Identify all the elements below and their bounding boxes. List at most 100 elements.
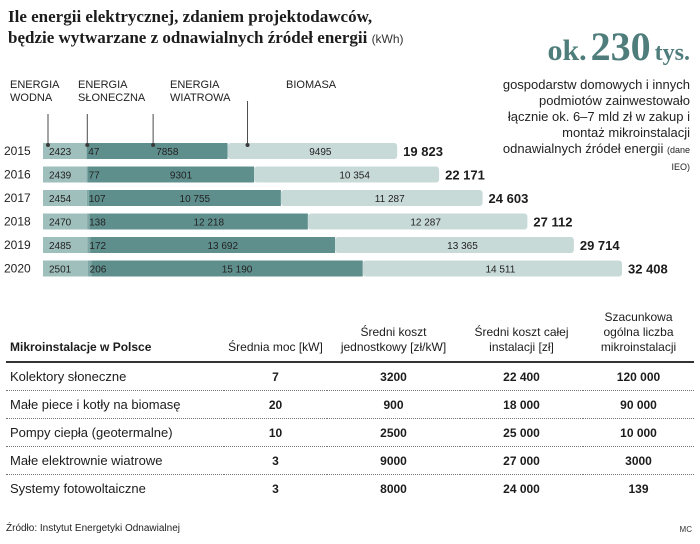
total-label-2015: 19 823 [403,144,443,159]
legend-label-energia-słoneczna: ENERGIA [78,79,128,91]
value-label-sloneczna: 107 [89,194,106,205]
value-label-wiatrowa: 9301 [170,171,193,182]
side-note-body: gospodarstw domowych i innych podmiotów … [502,77,690,156]
value-label-biomasa: 12 287 [410,218,441,229]
value-label-wodna: 2485 [49,241,72,252]
bar-segment-energia-wiatrowa [87,143,228,159]
table-header-row: Mikroinstalacje w Polsce Średnia moc [kW… [6,308,694,363]
side-note-number: ok. 230 tys. [500,27,690,75]
value-label-biomasa: 14 511 [485,265,515,276]
legend-label-energia-wiatrowa: ENERGIA [170,79,220,91]
table-cell: 3000 [583,446,694,475]
author-credit: MC [679,525,692,534]
table-header-count: Szacunkowa ogólna liczba mikroinstalacji [583,308,694,363]
bar-segment-energia-słoneczna [86,166,89,183]
bar-segment-energia-wodna [43,143,87,159]
value-label-wodna: 2454 [49,194,72,205]
bar-segment-energia-wiatrowa [87,166,255,183]
table-cell: 90 000 [583,390,694,419]
total-label-2017: 24 603 [489,191,529,206]
bar-segment-energia-wodna [43,213,88,230]
table-cell: Kolektory słoneczne [6,362,224,391]
legend-leader-dot [46,143,50,147]
value-label-wodna: 2501 [49,265,72,276]
table-cell: 20 [224,390,327,419]
table-cell: 2500 [327,418,460,447]
table-cell: 120 000 [583,362,694,391]
year-label-2019: 2019 [4,238,31,252]
table-row: Systemy fotowoltaiczne 3 8000 24 000 139 [6,475,694,503]
year-label-2017: 2017 [4,191,31,205]
bar-segment-energia-wodna [43,166,87,183]
table-header-power: Średnia moc [kW] [224,308,327,363]
bar-segment-biomasa [227,143,398,159]
bar-segment-energia-słoneczna [86,143,88,159]
value-label-sloneczna: 47 [88,147,100,158]
legend-leader-dot [151,143,156,147]
value-label-biomasa: 13 365 [447,241,478,252]
legend-label-energia-słoneczna: SŁONECZNA [78,92,146,104]
value-label-wiatrowa: 12 218 [193,218,224,229]
total-label-2016: 22 171 [445,168,485,183]
value-label-biomasa: 11 287 [375,194,405,205]
table-cell: 7 [224,362,327,391]
table-cell: 3 [224,446,327,475]
table-row: Pompy ciepła (geotermalne) 10 2500 25 00… [6,418,694,447]
table-row: Małe piece i kotły na biomasę 20 900 18 … [6,390,694,419]
value-label-wiatrowa: 15 190 [222,265,253,276]
bar-segment-biomasa [335,237,574,253]
chart-title-line2: będzie wytwarzane z odnawialnych źródeł … [8,28,368,47]
table-cell: 10 [224,418,327,447]
table-cell: 3 [272,481,279,496]
chart-unit: (kWh) [371,32,404,46]
table-row: Małe elektrownie wiatrowe 3 9000 27 000 … [6,446,694,475]
table-cell: 8000 [380,481,407,496]
bar-segment-energia-wiatrowa [89,213,308,230]
table-cell: 900 [327,390,460,419]
table-cell: 139 [628,481,649,496]
value-label-biomasa: 10 354 [339,171,370,182]
side-note-text: gospodarstw domowych i innych podmiotów … [500,77,690,175]
legend-leader-dot [245,143,250,147]
stacked-bar-chart: 2015 2423 47 7858 9495 19 823 2016 2439 77 9301 10… [4,79,668,277]
table-cell: 18 000 [460,390,583,419]
table-cell: 24 000 [503,481,540,496]
bar-segment-biomasa [280,190,483,206]
bar-segment-biomasa [254,166,440,183]
year-label-2018: 2018 [4,215,31,229]
value-label-biomasa: 9495 [309,147,332,158]
legend-label-energia-wiatrowa: WIATROWA [170,92,231,104]
side-note-source: (dane IEO) [666,145,690,172]
total-label-2019: 29 714 [580,238,621,253]
table-cell: 10 000 [583,418,694,447]
legend-leader-dot [85,143,90,147]
year-label-2015: 2015 [4,144,31,158]
table-header-unit-cost: Średni koszt jednostkowy [zł/kW] [327,308,460,363]
value-label-wodna: 2423 [49,147,72,158]
side-note-suffix: tys. [654,40,690,66]
legend-label-energia-wodna: WODNA [10,92,53,104]
bar-segment-energia-wiatrowa [91,260,363,277]
value-label-sloneczna: 206 [90,265,107,276]
side-note-prefix: ok. [547,34,587,67]
table-cell: 3200 [327,362,460,391]
value-label-sloneczna: 77 [89,171,101,182]
side-note: ok. 230 tys. gospodarstw domowych i inny… [500,27,690,175]
bar-segment-energia-wiatrowa [88,190,281,206]
bar-segment-energia-wodna [43,237,88,253]
value-label-sloneczna: 138 [89,218,106,229]
value-label-sloneczna: 172 [89,241,106,252]
bar-segment-energia-wiatrowa [90,237,336,253]
value-label-wodna: 2439 [49,171,72,182]
table-cell: 25 000 [460,418,583,447]
chart-title-line1: Ile energii elektrycznej, zdaniem projek… [8,7,373,26]
microinstallations-table: Mikroinstalacje w Polsce Średnia moc [kW… [6,308,694,502]
table-header-total-cost: Średni koszt całej instalacji [zł] [460,308,583,363]
value-label-wiatrowa: 10 755 [180,194,211,205]
total-label-2020: 32 408 [628,262,668,277]
total-label-2018: 27 112 [533,215,572,230]
source-note: Źródło: Instytut Energetyki Odnawialnej [6,523,180,534]
year-label-2020: 2020 [4,262,31,276]
table-cell: Systemy fotowoltaiczne [10,481,146,496]
bar-segment-energia-słoneczna [87,260,92,277]
